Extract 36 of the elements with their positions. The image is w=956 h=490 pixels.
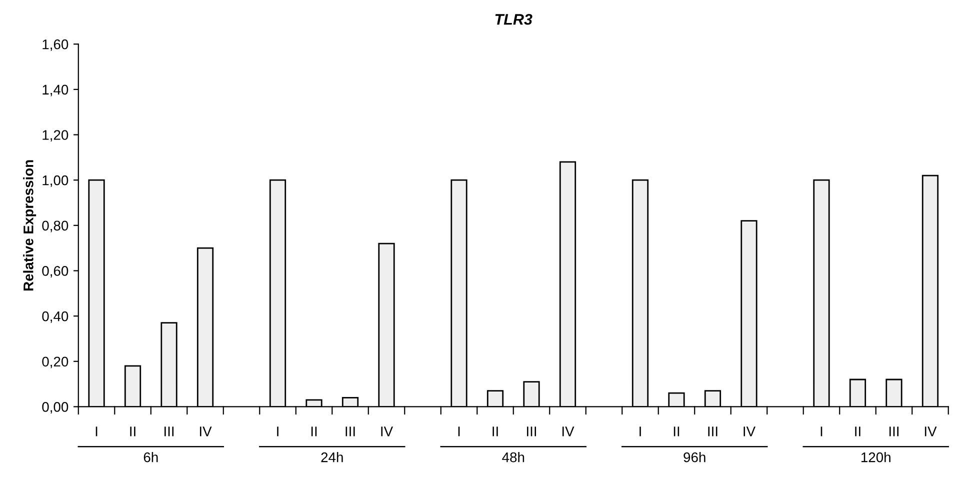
x-tick-label: IV: [381, 426, 394, 436]
x-tick-label: I: [277, 426, 278, 436]
x-tick-label: III: [526, 426, 536, 436]
x-tick-label: IV: [562, 426, 574, 436]
x-tick-label: I: [820, 426, 822, 436]
x-tick-label: IV: [924, 426, 937, 436]
y-tick-label: 0,40: [42, 311, 68, 323]
x-tick-label: II: [130, 426, 136, 436]
y-tick-label: 1,40: [42, 84, 68, 96]
x-tick-label: II: [311, 426, 317, 436]
y-axis-title: Relative Expression: [23, 160, 36, 290]
text: 6h: [144, 452, 158, 462]
x-tick-label: I: [458, 426, 460, 436]
x-tick-label: IV: [200, 426, 212, 436]
x-tick-label: III: [889, 426, 898, 436]
x-tick-label: II: [492, 426, 498, 436]
x-tick-label: IV: [744, 426, 756, 436]
text: 120h: [861, 452, 890, 462]
y-tick-label: 1,60: [42, 39, 68, 51]
text: 24h: [321, 452, 343, 462]
text: 96h: [684, 452, 706, 462]
x-tick-label: II: [855, 426, 860, 436]
y-tick-label: 1,20: [42, 130, 68, 142]
y-tick-label: 0,80: [42, 220, 68, 232]
y-tick-label: 0,60: [42, 266, 68, 278]
x-tick-label: I: [96, 426, 98, 436]
x-tick-label: II: [674, 426, 680, 436]
x-tick-label: III: [164, 426, 174, 436]
y-tick-label: 1,00: [42, 175, 68, 187]
y-tick-label: 0,20: [42, 356, 68, 368]
chart-title: TLR3: [495, 14, 532, 25]
text: 48h: [502, 452, 524, 462]
x-tick-label: III: [346, 426, 355, 436]
x-tick-label: I: [640, 426, 641, 436]
x-tick-label: III: [708, 426, 718, 436]
y-tick-label: 0,00: [42, 402, 68, 414]
